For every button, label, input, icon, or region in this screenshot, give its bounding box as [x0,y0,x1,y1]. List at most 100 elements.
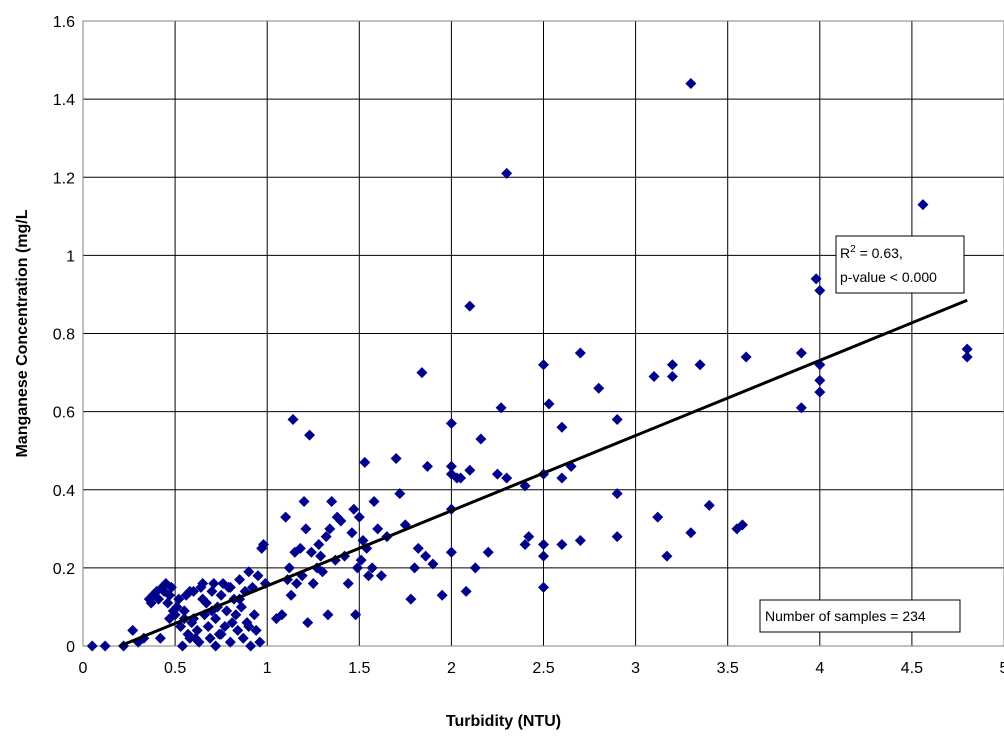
data-point [475,433,487,445]
samples-annotation: Number of samples = 234 [759,599,961,633]
data-point [307,578,319,589]
data-point [427,558,439,570]
data-point [355,554,367,566]
data-point [491,468,503,480]
data-point [210,640,222,652]
x-tick-label: 3.5 [717,660,739,677]
data-point [171,601,183,613]
data-point [366,562,378,574]
data-point [322,609,334,621]
samples-annotation-box [759,599,961,633]
data-point [302,617,314,629]
x-tick-label: 4 [815,660,824,677]
data-point [412,542,424,554]
data-point [204,632,216,644]
data-point [445,417,457,429]
data-point [280,511,292,523]
data-point [593,382,605,394]
data-point [326,495,338,507]
data-point [372,523,384,535]
data-point [276,609,288,621]
y-tick-label: 0.6 [53,405,75,422]
data-point [193,636,205,648]
data-point [291,578,303,589]
y-axis-title: Manganese Concentration (mg/L [14,209,31,457]
data-point [287,413,299,425]
r2-value: = 0.63, [856,245,903,261]
data-point [455,472,467,484]
data-point [208,578,220,589]
data-point [357,535,369,547]
r2-annotation: R2 = 0.63, p-value < 0.000 [835,235,965,294]
data-point [188,585,200,597]
x-tick-label: 2.5 [532,660,554,677]
r2-annotation-line1: R2 = 0.63, [840,244,903,261]
data-point [294,542,306,554]
data-point [666,359,678,371]
data-point [221,605,233,617]
data-point [191,624,203,636]
data-point [348,503,360,515]
data-point [405,593,417,605]
data-point [162,597,174,609]
data-point [501,167,513,179]
data-point [501,472,513,484]
data-point [445,546,457,558]
y-tick-label: 0 [66,639,75,656]
data-point [219,620,231,632]
data-point [469,562,481,574]
data-point [556,538,568,550]
data-point [335,515,347,527]
data-point [390,453,402,464]
data-point [961,343,973,355]
data-points [86,78,973,652]
data-point [375,570,387,582]
data-point [224,636,236,648]
data-point [359,456,371,468]
y-tick-label: 1.4 [53,92,75,109]
data-point [184,632,196,644]
data-point [127,624,139,636]
x-tick-label: 1.5 [348,660,370,677]
y-axis-ticks: 0 0.2 0.4 0.6 0.8 1 1.2 1.4 1.6 [53,14,75,656]
data-point [611,488,623,500]
data-point [346,527,358,539]
data-point [611,531,623,543]
data-point [324,523,336,535]
data-point [409,562,421,574]
y-tick-label: 0.8 [53,327,75,344]
data-point [304,429,316,441]
data-point [353,511,365,523]
data-point [206,585,218,597]
data-point [215,589,227,601]
data-point [164,589,176,601]
data-point [285,589,297,601]
data-point [235,601,247,613]
data-point [736,519,748,531]
data-point [685,78,697,89]
data-point [283,562,295,574]
data-point [538,581,549,593]
x-axis-title: Turbidity (NTU) [446,713,561,730]
data-point [165,581,177,593]
data-point [154,632,166,644]
data-point [250,624,262,636]
data-point [394,488,406,500]
data-point [363,570,375,582]
data-point [230,609,242,621]
x-tick-label: 0.5 [164,660,186,677]
data-point [556,472,568,484]
data-point [316,566,328,578]
data-point [519,538,531,550]
x-tick-label: 4.5 [901,660,923,677]
data-point [482,546,494,558]
samples-text: Number of samples = 234 [765,608,926,624]
data-point [258,538,270,550]
pvalue-text: p-value < 0.000 [840,269,937,285]
r2-prefix: R [840,245,850,261]
data-point [814,374,826,386]
data-point [243,566,255,578]
data-point [740,351,752,363]
data-point [421,460,433,472]
